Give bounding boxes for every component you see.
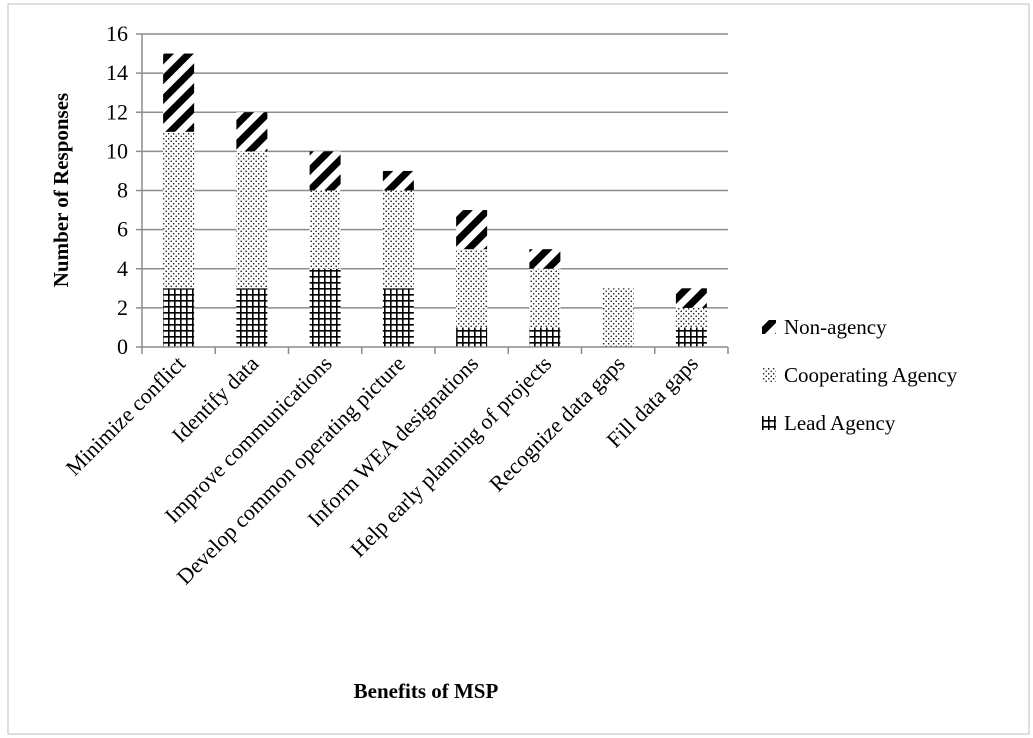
bar-segment-cooperating-agency [529,268,561,328]
bar-segment-lead-agency [236,288,268,347]
y-tick-label: 14 [106,60,128,85]
y-tick-label: 8 [117,178,128,203]
legend-label: Cooperating Agency [784,363,958,387]
bar-segment-cooperating-agency [382,190,414,289]
bar-segment-lead-agency [309,268,341,347]
y-tick-label: 16 [106,21,128,46]
bar-segment-lead-agency [163,288,195,347]
bar-segment-cooperating-agency [309,190,341,269]
bar-segment-non-agency [163,53,195,132]
bar-segment-lead-agency [382,288,414,347]
bar-segment-cooperating-agency [163,131,195,289]
x-axis-title: Benefits of MSP [354,679,499,703]
bar-segment-cooperating-agency [236,151,268,289]
legend: Non-agency Cooperating Agency Lead Agency [762,315,958,435]
y-tick-label: 12 [106,99,128,124]
y-axis-title: Number of Responses [49,93,73,287]
legend-swatch-non-agency [762,320,776,334]
y-tick-label: 2 [117,295,128,320]
bar-segment-non-agency [456,210,488,250]
bars [163,53,707,347]
gridlines [142,33,728,309]
y-tick-label: 4 [117,256,128,281]
bar-segment-non-agency [309,151,341,191]
bar-segment-cooperating-agency [602,288,634,347]
y-tick-label: 10 [106,138,128,163]
x-category-label: Recognize data gaps [484,351,630,497]
bar-segment-cooperating-agency [675,307,707,328]
chart-frame [7,3,1030,735]
x-category-label: Minimize conflict [61,351,191,481]
bar-segment-cooperating-agency [456,249,488,328]
bar-segment-non-agency [236,112,268,152]
legend-swatch-cooperating-agency [762,368,776,382]
bar-segment-lead-agency [529,327,561,347]
y-tick-label: 6 [117,217,128,242]
y-tick-label: 0 [117,334,128,359]
legend-label: Lead Agency [784,411,896,435]
bar-segment-non-agency [675,288,707,308]
legend-swatch-lead-agency [762,416,776,430]
bar-segment-lead-agency [456,327,488,347]
legend-label: Non-agency [784,315,887,339]
bar-segment-non-agency [382,170,414,191]
bar-segment-non-agency [529,249,561,269]
bar-segment-lead-agency [675,327,707,347]
